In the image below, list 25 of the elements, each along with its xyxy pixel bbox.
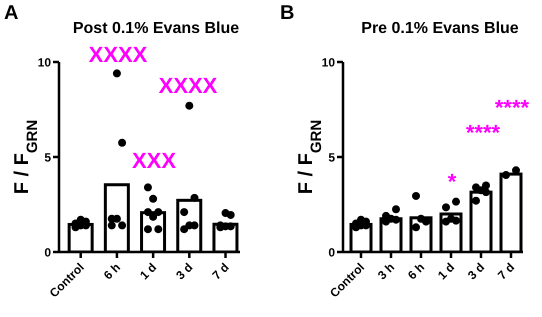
x-tick-label: 6 h xyxy=(100,260,124,282)
annotation: **** xyxy=(464,120,502,145)
annotation: XXXX xyxy=(88,42,148,67)
y-tick-label: 5 xyxy=(328,150,336,164)
y-tick-label: 5 xyxy=(44,150,52,164)
text: A xyxy=(4,2,18,25)
x-tick-label: 7 d xyxy=(209,260,232,282)
x-tick-label: 3 d xyxy=(464,260,488,282)
x-tick-label: 1 d xyxy=(137,260,160,282)
y-tick-label: 10 xyxy=(322,55,336,70)
chart-title: Pre 0.1% Evans Blue xyxy=(360,20,520,38)
text: B xyxy=(280,2,294,25)
x-tick-label: 1 d xyxy=(434,260,458,282)
y-tick-label: 10 xyxy=(38,55,52,70)
annotation: XXXX xyxy=(158,73,218,98)
chart-title: Post 0.1% Evans Blue xyxy=(72,20,240,38)
x-tick-label: 3 d xyxy=(173,260,196,282)
annotation: **** xyxy=(494,95,530,120)
x-tick-label: 3 h xyxy=(374,260,398,282)
annotation: * xyxy=(446,169,458,194)
x-tick-label: 6 h xyxy=(404,260,428,282)
y-tick-label: 0 xyxy=(328,245,336,260)
y-tick-label: 0 xyxy=(44,245,52,260)
x-tick-label: 7 d xyxy=(494,260,518,282)
annotation: XXX xyxy=(130,148,178,173)
